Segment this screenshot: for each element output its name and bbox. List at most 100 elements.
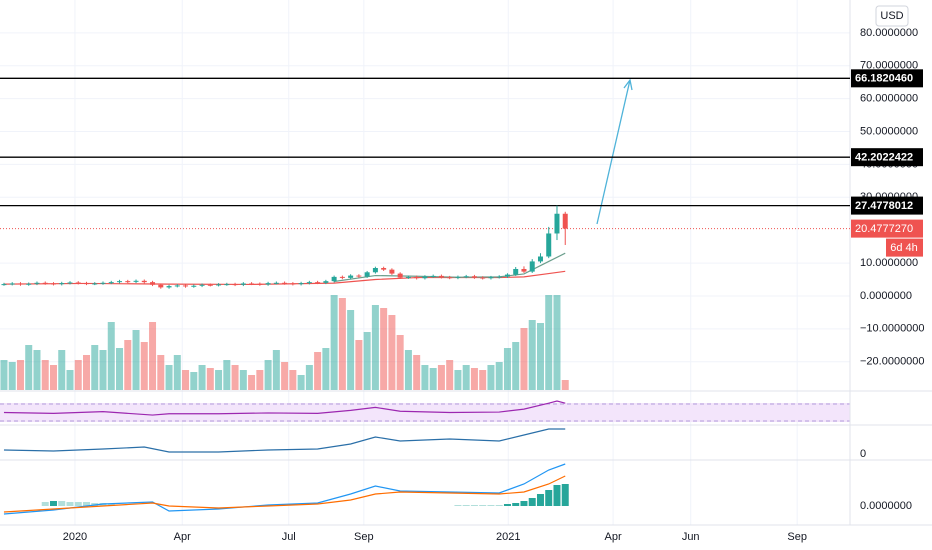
candle-body: [438, 275, 444, 278]
y-tick-label: 10.0000000: [860, 257, 918, 269]
macd-zero-label: 0.0000000: [860, 500, 912, 512]
candle-body: [249, 283, 255, 285]
volume-bar: [355, 340, 363, 390]
macd-histogram-bar: [454, 505, 462, 506]
candle-body: [554, 213, 560, 234]
candle-body: [447, 277, 453, 279]
currency[interactable]: USD: [880, 10, 903, 22]
macd-histogram-bar: [545, 490, 553, 506]
macd-histogram-bar: [479, 505, 487, 506]
candle-body: [183, 285, 189, 287]
candle-body: [17, 283, 23, 285]
candle-body: [504, 274, 510, 277]
volume-bar: [322, 348, 330, 390]
volume-bar: [66, 370, 74, 390]
volume-bar: [140, 342, 148, 390]
y-tick-label: 80.0000000: [860, 27, 918, 39]
candle-body: [290, 283, 296, 285]
volume-bar: [347, 310, 355, 390]
countdown-tag: [886, 238, 923, 257]
volume-bar: [190, 372, 198, 390]
candle-body: [207, 284, 213, 286]
volume-bar: [429, 368, 437, 390]
x-tick-label: Jul: [282, 531, 296, 543]
trend-arrowhead: [623, 78, 633, 91]
candle-body: [315, 282, 321, 284]
candle-body: [513, 268, 519, 275]
candle-body: [405, 276, 411, 278]
macd-histogram-bar: [470, 505, 478, 506]
candle-body: [364, 272, 370, 277]
candle-body: [257, 283, 263, 285]
currency-button[interactable]: [875, 5, 909, 27]
volume-bar: [33, 350, 41, 390]
volume-bar: [281, 362, 289, 390]
candle-body: [463, 276, 469, 278]
candle-body: [537, 256, 543, 262]
candle-body: [414, 276, 420, 279]
volume-bar: [165, 365, 173, 390]
candle-body: [117, 281, 123, 283]
volume-bar: [206, 368, 214, 390]
y-tick-label: 50.0000000: [860, 125, 918, 137]
macd-histogram-bar: [58, 501, 66, 506]
candle-body: [381, 268, 387, 270]
candle-body: [150, 282, 156, 285]
volume-bar: [99, 350, 107, 390]
macd-histogram-bar: [553, 485, 561, 506]
candle-body: [306, 282, 312, 284]
candle-body: [166, 286, 172, 288]
volume-bar: [495, 362, 503, 390]
volume-bar: [297, 375, 305, 390]
y-tick-label: −10.0000000: [860, 323, 925, 335]
volume-bar: [83, 355, 91, 390]
volume-bar: [446, 360, 454, 390]
macd-histogram-bar: [512, 503, 520, 506]
macd-histogram-bar: [487, 505, 495, 506]
candle-body: [348, 275, 354, 278]
volume-bar: [545, 295, 553, 390]
volume-bar: [404, 350, 412, 390]
candle-body: [488, 277, 494, 279]
candle-body: [125, 281, 131, 283]
y-tick-label: −20.0000000: [860, 356, 925, 368]
volume-bar: [437, 365, 445, 390]
candle-body: [42, 282, 48, 284]
volume-bar: [314, 352, 322, 390]
countdown: 6d 4h: [890, 242, 918, 254]
candle-body: [108, 282, 114, 284]
macd-signal: [3, 475, 566, 513]
candle-body: [9, 283, 15, 285]
volume-bar: [380, 308, 388, 390]
price-tag: [851, 196, 923, 215]
macd-histogram-bar: [462, 505, 470, 506]
candle-body: [240, 283, 246, 285]
candle-body: [282, 282, 288, 284]
volume-bar: [173, 355, 181, 390]
x-tick-label: Apr: [605, 531, 622, 543]
momentum-line: [3, 428, 566, 453]
rsi-line: [3, 400, 566, 416]
candle-body: [562, 213, 568, 229]
macd-histogram-bar: [74, 502, 82, 506]
candle-body: [67, 282, 73, 284]
volume-bar: [561, 380, 569, 390]
candle-body: [100, 282, 106, 284]
last-price-label: 20.4777270: [855, 223, 913, 235]
candle-body: [26, 283, 32, 285]
macd-line: [3, 463, 566, 515]
candle-body: [529, 261, 535, 272]
volume-bar: [454, 370, 462, 390]
volume-bar: [239, 370, 247, 390]
momentum-zero-label: 0: [860, 448, 866, 460]
candle-body: [397, 273, 403, 278]
volume-bar: [74, 360, 82, 390]
macd-histogram-bar: [503, 504, 511, 506]
candle-body: [372, 268, 378, 273]
volume-bar: [536, 323, 544, 390]
y-tick-label: 70.0000000: [860, 60, 918, 72]
volume-bar: [479, 370, 487, 390]
volume-bar: [338, 298, 346, 390]
candle-body: [323, 281, 329, 283]
rsi-band: [0, 403, 850, 422]
